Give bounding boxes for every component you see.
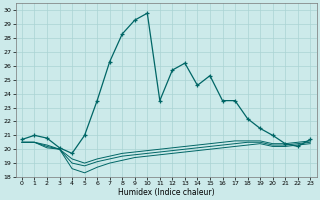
X-axis label: Humidex (Indice chaleur): Humidex (Indice chaleur) [118,188,214,197]
